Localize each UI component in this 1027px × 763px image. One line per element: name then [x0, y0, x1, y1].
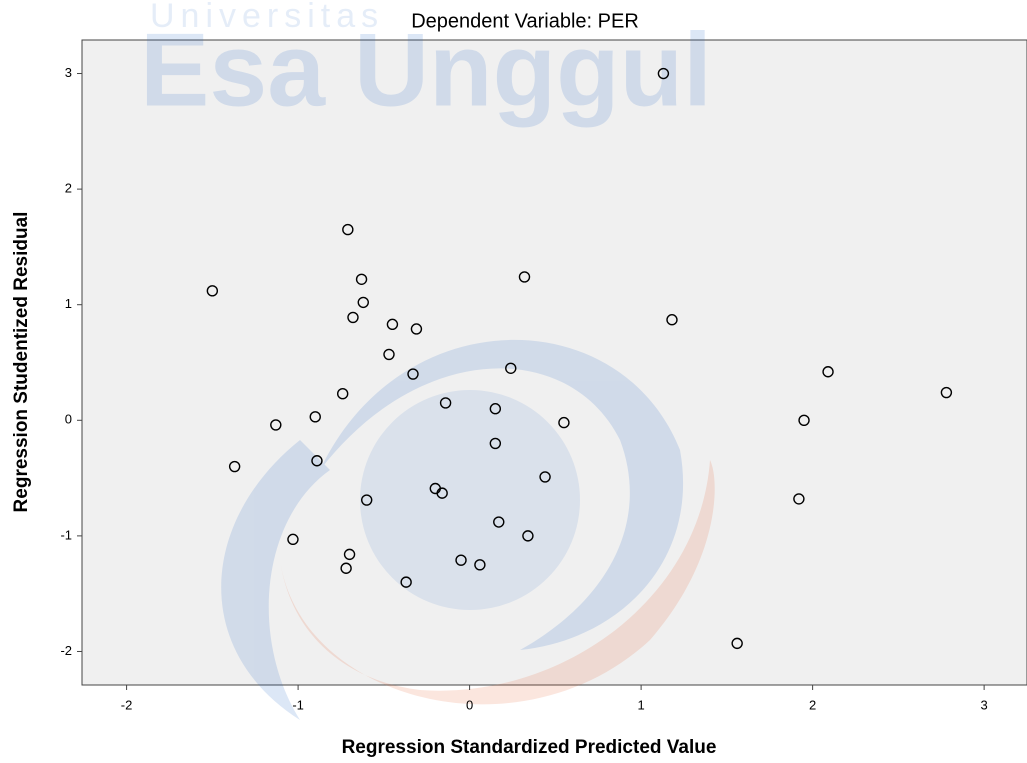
x-tick-label: 3 [981, 697, 988, 712]
y-tick-label: 0 [65, 412, 72, 427]
y-tick-label: 2 [65, 181, 72, 196]
x-tick-label: 0 [466, 697, 473, 712]
x-axis-title: Regression Standardized Predicted Value [342, 737, 717, 758]
y-tick-label: -2 [60, 643, 72, 658]
y-tick-label: 1 [65, 296, 72, 311]
chart: Universitas Esa Unggul Dependent Variabl… [0, 0, 1027, 763]
y-axis-title: Regression Studentized Residual [11, 212, 32, 513]
x-tick-label: -1 [292, 697, 304, 712]
x-tick-label: -2 [121, 697, 133, 712]
chart-title: Dependent Variable: PER [411, 10, 639, 32]
y-tick-label: 3 [65, 65, 72, 80]
x-tick-label: 1 [637, 697, 644, 712]
y-tick-label: -1 [60, 527, 72, 542]
x-tick-label: 2 [809, 697, 816, 712]
